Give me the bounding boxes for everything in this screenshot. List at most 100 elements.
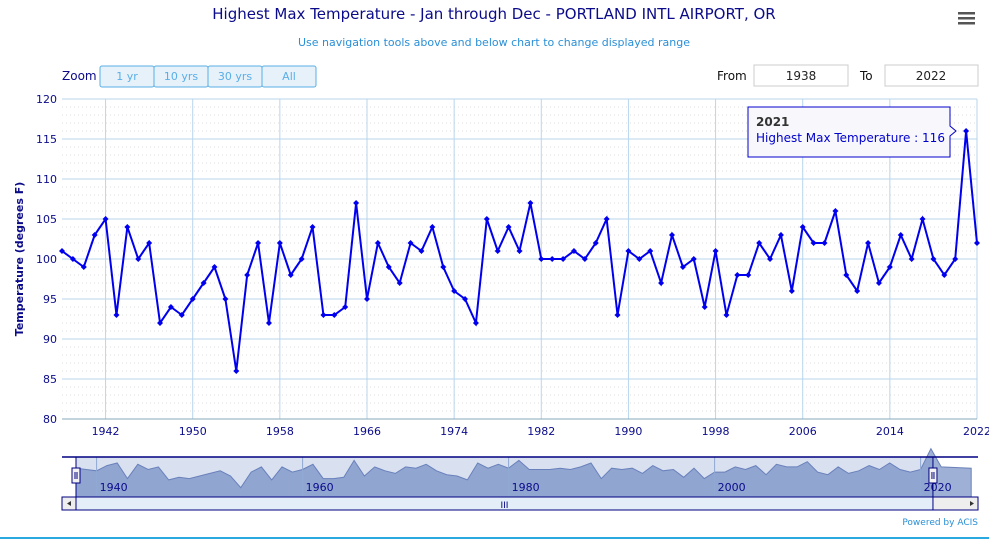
to-input-value[interactable]: 2022 — [916, 69, 947, 83]
data-point-1981[interactable] — [527, 200, 534, 206]
hamburger-icon[interactable] — [956, 9, 976, 27]
data-point-1961[interactable] — [309, 224, 316, 230]
navigator-selected-range[interactable] — [76, 457, 933, 497]
zoom-button-30-yrs[interactable]: 30 yrs — [207, 65, 263, 88]
data-point-2002[interactable] — [756, 240, 763, 246]
data-point-1968[interactable] — [385, 264, 392, 270]
data-point-1975[interactable] — [462, 296, 469, 302]
to-input[interactable]: 2022 — [884, 64, 979, 87]
data-point-1941[interactable] — [91, 232, 98, 238]
data-point-2013[interactable] — [875, 280, 882, 286]
data-point-1996[interactable] — [690, 256, 697, 262]
data-point-1960[interactable] — [298, 256, 305, 262]
data-point-1982[interactable] — [538, 256, 545, 262]
data-point-1962[interactable] — [320, 312, 327, 318]
data-point-2008[interactable] — [821, 240, 828, 246]
from-input-value[interactable]: 1938 — [786, 69, 817, 83]
data-point-1994[interactable] — [669, 232, 675, 238]
data-point-1965[interactable] — [353, 200, 360, 206]
data-point-1964[interactable] — [342, 304, 349, 310]
zoom-button-label[interactable]: 10 yrs — [164, 70, 199, 83]
data-point-1953[interactable] — [222, 296, 229, 302]
data-point-2000[interactable] — [734, 272, 741, 278]
zoom-button-label[interactable]: All — [282, 70, 296, 83]
data-point-1942[interactable] — [102, 216, 109, 222]
data-point-2014[interactable] — [886, 264, 893, 270]
data-point-1958[interactable] — [276, 240, 283, 246]
data-point-1984[interactable] — [560, 256, 567, 262]
data-point-1992[interactable] — [647, 248, 654, 254]
credits-link[interactable]: Powered by ACIS — [902, 518, 978, 528]
zoom-button-1-yr[interactable]: 1 yr — [99, 65, 155, 88]
navigator-handle-right[interactable] — [928, 457, 938, 497]
data-point-1993[interactable] — [658, 280, 665, 286]
data-point-1938[interactable] — [59, 248, 65, 254]
data-point-2006[interactable] — [799, 224, 806, 230]
data-point-1985[interactable] — [570, 248, 577, 254]
data-point-1990[interactable] — [625, 248, 632, 254]
data-point-2011[interactable] — [854, 288, 861, 294]
data-point-1969[interactable] — [396, 280, 403, 286]
data-point-1944[interactable] — [124, 224, 131, 230]
data-point-1986[interactable] — [581, 256, 588, 262]
data-point-1989[interactable] — [614, 312, 621, 318]
zoom-button-All[interactable]: All — [261, 65, 317, 88]
data-point-2012[interactable] — [865, 240, 872, 246]
scrollbar-thumb[interactable] — [75, 496, 934, 511]
data-point-1948[interactable] — [167, 304, 174, 310]
data-point-1954[interactable] — [233, 368, 240, 374]
data-point-1991[interactable] — [636, 256, 643, 262]
data-point-1980[interactable] — [516, 248, 523, 254]
data-point-1957[interactable] — [265, 320, 272, 326]
data-point-1946[interactable] — [146, 240, 153, 246]
data-point-2005[interactable] — [788, 288, 795, 294]
data-point-2003[interactable] — [767, 256, 774, 262]
data-point-1995[interactable] — [679, 264, 686, 270]
data-point-2001[interactable] — [745, 272, 752, 278]
data-point-1951[interactable] — [200, 280, 207, 286]
data-point-1959[interactable] — [287, 272, 294, 278]
data-point-1945[interactable] — [135, 256, 142, 262]
from-input[interactable]: 1938 — [753, 64, 849, 87]
data-point-1988[interactable] — [603, 216, 610, 222]
data-point-2018[interactable] — [930, 256, 937, 262]
zoom-button-10-yrs[interactable]: 10 yrs — [153, 65, 209, 88]
data-point-1956[interactable] — [255, 240, 262, 246]
scroll-left-arrow-icon[interactable] — [67, 501, 71, 506]
data-point-1970[interactable] — [407, 240, 414, 246]
data-point-1949[interactable] — [178, 312, 185, 318]
data-point-1976[interactable] — [472, 320, 479, 326]
data-point-1939[interactable] — [69, 256, 76, 262]
zoom-button-label[interactable]: 1 yr — [116, 70, 138, 83]
data-point-1974[interactable] — [451, 288, 458, 294]
data-point-2015[interactable] — [897, 232, 904, 238]
scrollbar[interactable]: III — [61, 496, 979, 511]
data-point-1998[interactable] — [712, 248, 719, 254]
data-point-2007[interactable] — [810, 240, 817, 246]
data-point-1967[interactable] — [374, 240, 381, 246]
data-point-1999[interactable] — [723, 312, 730, 318]
data-point-2020[interactable] — [952, 256, 959, 262]
data-point-1955[interactable] — [244, 272, 251, 278]
data-point-1983[interactable] — [549, 256, 556, 262]
data-point-1979[interactable] — [505, 224, 512, 230]
data-point-1950[interactable] — [189, 296, 196, 302]
data-point-1940[interactable] — [80, 264, 87, 270]
data-point-2021[interactable] — [963, 128, 970, 134]
scrollbar-grip-icon[interactable]: III — [500, 501, 508, 511]
data-point-1997[interactable] — [701, 304, 708, 310]
data-point-2019[interactable] — [941, 272, 948, 278]
data-point-1947[interactable] — [157, 320, 164, 326]
data-point-1971[interactable] — [418, 248, 425, 254]
scroll-right-arrow-icon[interactable] — [970, 501, 974, 506]
data-point-2004[interactable] — [777, 232, 784, 238]
data-point-2017[interactable] — [919, 216, 926, 222]
data-point-1973[interactable] — [440, 264, 447, 270]
data-point-1952[interactable] — [211, 264, 218, 270]
data-point-2022[interactable] — [974, 240, 980, 246]
zoom-button-label[interactable]: 30 yrs — [218, 70, 253, 83]
data-point-1943[interactable] — [113, 312, 120, 318]
data-point-2009[interactable] — [832, 208, 839, 214]
data-point-2016[interactable] — [908, 256, 915, 262]
navigator-handle-left[interactable] — [71, 457, 81, 497]
